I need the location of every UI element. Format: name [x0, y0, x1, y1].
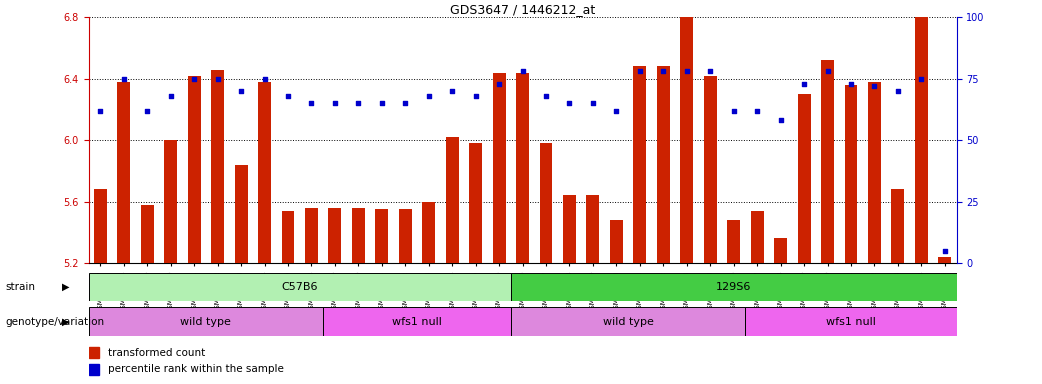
Text: wfs1 null: wfs1 null — [392, 316, 442, 327]
Point — [350, 100, 367, 106]
Bar — [821, 60, 834, 263]
Bar — [258, 82, 271, 263]
Point — [725, 108, 742, 114]
Text: ▶: ▶ — [61, 282, 70, 292]
Point — [467, 93, 483, 99]
Bar — [587, 195, 599, 263]
Bar — [212, 70, 224, 263]
Bar — [540, 143, 552, 263]
Bar — [469, 143, 482, 263]
Bar — [892, 189, 904, 263]
Bar — [89, 364, 99, 375]
Point — [937, 248, 953, 254]
Point — [702, 68, 719, 74]
Bar — [446, 137, 458, 263]
Point — [163, 93, 179, 99]
Bar — [634, 66, 646, 263]
Bar — [375, 209, 389, 263]
Point — [420, 93, 437, 99]
Bar — [188, 76, 201, 263]
Bar — [511, 273, 957, 301]
Bar — [399, 209, 412, 263]
Text: ▶: ▶ — [61, 316, 70, 327]
Bar — [328, 208, 342, 263]
Point — [116, 76, 132, 82]
Bar — [234, 165, 248, 263]
Bar — [868, 82, 880, 263]
Bar — [745, 307, 957, 336]
Point — [585, 100, 601, 106]
Point — [609, 108, 625, 114]
Point — [678, 68, 695, 74]
Bar — [797, 94, 811, 263]
Text: strain: strain — [5, 282, 35, 292]
Bar — [89, 347, 99, 358]
Point — [843, 81, 860, 87]
Bar — [844, 85, 858, 263]
Bar — [165, 140, 177, 263]
Bar — [141, 205, 153, 263]
Point — [655, 68, 672, 74]
Point — [303, 100, 320, 106]
Bar — [422, 202, 436, 263]
Text: wild type: wild type — [602, 316, 653, 327]
Bar — [118, 82, 130, 263]
Point — [538, 93, 554, 99]
Text: transformed count: transformed count — [107, 348, 205, 358]
Bar — [703, 76, 717, 263]
Bar — [915, 17, 927, 263]
Point — [913, 76, 929, 82]
Point — [397, 100, 414, 106]
Bar — [939, 257, 951, 263]
Text: C57B6: C57B6 — [281, 282, 318, 292]
Bar — [774, 238, 787, 263]
Point — [373, 100, 390, 106]
Point — [444, 88, 461, 94]
Bar — [281, 211, 295, 263]
Point — [209, 76, 226, 82]
Point — [279, 93, 296, 99]
Bar — [511, 307, 745, 336]
Bar — [89, 307, 323, 336]
Point — [514, 68, 530, 74]
Text: wfs1 null: wfs1 null — [826, 316, 876, 327]
Point — [92, 108, 108, 114]
Bar — [727, 220, 740, 263]
Bar — [493, 73, 505, 263]
Point — [232, 88, 249, 94]
Bar — [352, 208, 365, 263]
Point — [562, 100, 578, 106]
Point — [185, 76, 202, 82]
Bar — [563, 195, 576, 263]
Point — [631, 68, 648, 74]
Point — [772, 118, 789, 124]
Point — [796, 81, 813, 87]
Bar — [610, 220, 623, 263]
Bar — [323, 307, 511, 336]
Point — [866, 83, 883, 89]
Point — [819, 68, 836, 74]
Title: GDS3647 / 1446212_at: GDS3647 / 1446212_at — [450, 3, 595, 16]
Bar — [680, 17, 693, 263]
Text: genotype/variation: genotype/variation — [5, 316, 104, 327]
Point — [326, 100, 343, 106]
Bar — [750, 211, 764, 263]
Text: percentile rank within the sample: percentile rank within the sample — [107, 364, 283, 374]
Bar — [89, 273, 511, 301]
Bar — [516, 73, 529, 263]
Point — [749, 108, 766, 114]
Point — [491, 81, 507, 87]
Bar — [94, 189, 106, 263]
Point — [890, 88, 907, 94]
Text: 129S6: 129S6 — [716, 282, 751, 292]
Bar — [656, 66, 670, 263]
Point — [139, 108, 155, 114]
Bar — [305, 208, 318, 263]
Text: wild type: wild type — [180, 316, 231, 327]
Point — [256, 76, 273, 82]
